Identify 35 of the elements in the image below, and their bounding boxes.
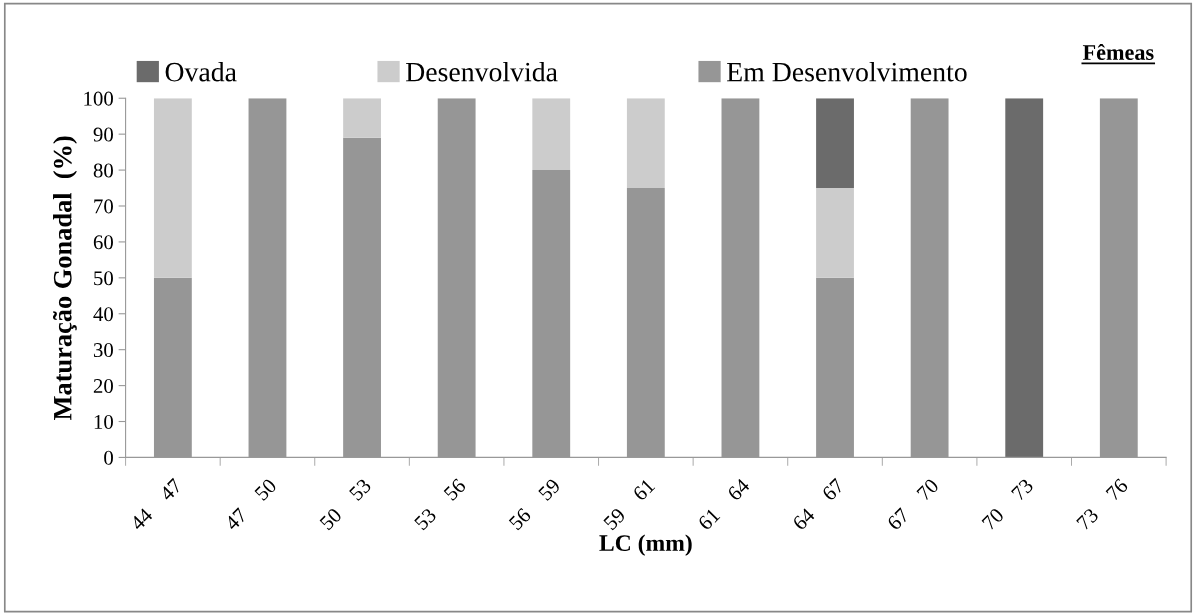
x-tick-label: 56 59 (508, 477, 562, 531)
bar (816, 188, 854, 278)
x-tick-label: 53 56 (413, 477, 467, 531)
y-tick-label: 80 (93, 163, 113, 178)
y-tick-label: 100 (84, 91, 113, 106)
x-tick-label: 73 76 (1076, 477, 1129, 531)
x-tick-label: 47 50 (223, 477, 278, 532)
bar (816, 98, 854, 189)
legend-label: Em Desenvolvimento (727, 61, 967, 82)
x-tick-label: 50 53 (319, 477, 372, 531)
bar (1005, 98, 1044, 458)
y-tick-label: 10 (94, 414, 113, 429)
x-tick-label: 44 47 (129, 477, 183, 531)
x-tick-label: 64 67 (791, 477, 845, 531)
x-tick-label: 59 61 (602, 478, 656, 531)
y-tick-label: 30 (93, 343, 113, 358)
x-tick-label: 70 73 (981, 477, 1034, 531)
y-tick-label: 0 (104, 450, 113, 465)
y-tick-label: 70 (94, 199, 113, 214)
bar (532, 98, 571, 171)
x-axis-title: LC (mm) (599, 534, 692, 556)
chart-title: Fêmeas (1082, 44, 1154, 60)
x-tick-label: 67 70 (886, 477, 940, 531)
bar (153, 98, 192, 278)
y-tick-label: 40 (93, 307, 113, 322)
y-tick-label: 60 (93, 235, 113, 250)
y-tick-label: 90 (93, 127, 113, 142)
bar (626, 98, 665, 189)
y-tick-label: 20 (93, 378, 113, 394)
legend-label: Desenvolvida (406, 61, 558, 82)
x-tick-label: 61 64 (697, 477, 751, 531)
bar (343, 98, 381, 138)
y-axis-title: Maturação Gonadal (%) (52, 136, 77, 420)
y-tick-label: 50 (94, 271, 113, 286)
legend-label: Ovada (165, 61, 237, 82)
